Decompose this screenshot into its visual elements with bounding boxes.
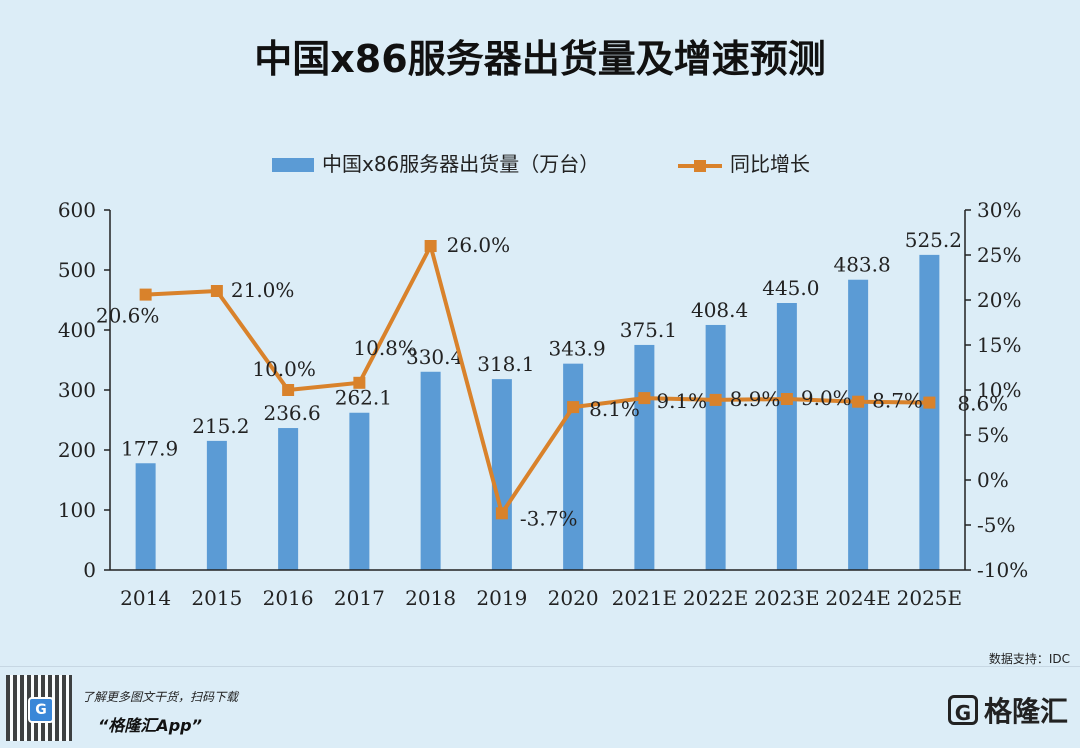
y-left-tick-label: 400 [58,318,96,342]
growth-value-label: 8.6% [957,392,1008,416]
growth-point [923,396,936,409]
legend-line-marker [694,160,706,172]
bar [848,279,869,570]
bar-value-label: 408.4 [691,298,748,322]
data-source: 数据支持：IDC [988,652,1070,666]
x-tick-label: 2023E [754,586,820,610]
legend-bar-label: 中国x86服务器出货量（万台） [322,152,599,176]
growth-point [282,384,295,396]
qr-logo-icon: G [28,697,54,723]
y-right-tick-label: 5% [977,423,1009,447]
y-right-tick-label: 20% [977,288,1021,312]
x-tick-label: 2016 [263,586,314,610]
x-tick-label: 2025E [897,586,963,610]
growth-point [852,395,865,408]
promo-app-name: “格隆汇App” [98,716,202,735]
growth-point [424,240,437,252]
bar [420,371,441,570]
x-tick-label: 2019 [476,586,527,610]
bar [206,440,227,570]
bar [919,254,940,570]
y-left-tick-label: 200 [58,438,96,462]
bar-value-label: 177.9 [121,436,178,460]
growth-point [353,376,366,389]
y-left-tick-label: 300 [58,378,96,402]
growth-value-label: 8.7% [872,389,923,413]
y-right-tick-label: -5% [977,513,1016,537]
growth-point [495,507,508,520]
y-right-tick-label: -10% [977,558,1028,582]
legend-bar-swatch [272,158,314,172]
bar-value-label: 525.2 [905,228,962,252]
y-left-tick-label: 100 [58,498,96,522]
x-tick-label: 2024E [825,586,891,610]
y-right-tick-label: 15% [977,333,1021,357]
promo-text: 了解更多图文干货，扫码下载 [82,690,239,704]
y-left-tick-label: 0 [83,558,96,582]
x-tick-label: 2021E [612,586,678,610]
bar-value-label: 343.9 [548,337,605,361]
brand-logo: G 格隆汇 [947,690,1068,730]
bar-value-label: 375.1 [620,318,677,342]
bar [491,379,512,570]
x-tick-label: 2018 [405,586,456,610]
growth-value-label: 20.6% [96,304,160,328]
growth-value-label: 21.0% [231,278,295,302]
bar [776,303,797,570]
growth-value-label: 8.9% [730,387,781,411]
growth-line [145,244,930,516]
y-right-tick-label: 0% [977,468,1009,492]
bar [135,463,156,570]
legend-line-label: 同比增长 [730,152,810,176]
bar-value-label: 483.8 [833,253,890,277]
bar-value-label: 445.0 [762,276,819,300]
brand-name: 格隆汇 [983,695,1068,728]
footer-divider [0,666,1080,667]
growth-value-label: 26.0% [447,233,511,257]
x-tick-label: 2020 [548,586,599,610]
growth-value-label: 10.0% [252,357,316,381]
growth-value-label: 9.1% [656,389,707,413]
bar-value-label: 215.2 [192,414,249,438]
growth-value-label: -3.7% [520,506,578,530]
growth-point [139,288,152,301]
growth-point [210,285,223,297]
growth-point [567,401,580,414]
bar-value-label: 262.1 [335,386,392,410]
growth-point [638,392,651,405]
bar [705,324,726,570]
x-tick-label: 2022E [683,586,749,610]
y-right-tick-label: 30% [977,198,1021,222]
x-tick-label: 2014 [120,586,171,610]
growth-point [709,393,722,406]
growth-value-label: 9.0% [801,386,852,410]
growth-value-label: 10.8% [353,336,417,360]
y-left-tick-label: 600 [58,198,96,222]
bar-value-label: 330.4 [406,345,463,369]
x-tick-label: 2015 [191,586,242,610]
bar [278,428,299,570]
bar [349,412,370,570]
growth-point [780,393,793,405]
bar-value-label: 318.1 [477,352,534,376]
y-right-tick-label: 25% [977,243,1021,267]
growth-value-label: 8.1% [589,397,640,421]
bar [563,363,584,570]
bar-value-label: 236.6 [263,401,320,425]
y-left-tick-label: 500 [58,258,96,282]
chart-title: 中国x86服务器出货量及增速预测 [254,37,826,81]
bar [634,344,655,570]
y-right-tick-label: 10% [977,378,1021,402]
brand-icon: G [947,695,978,725]
x-tick-label: 2017 [334,586,385,610]
